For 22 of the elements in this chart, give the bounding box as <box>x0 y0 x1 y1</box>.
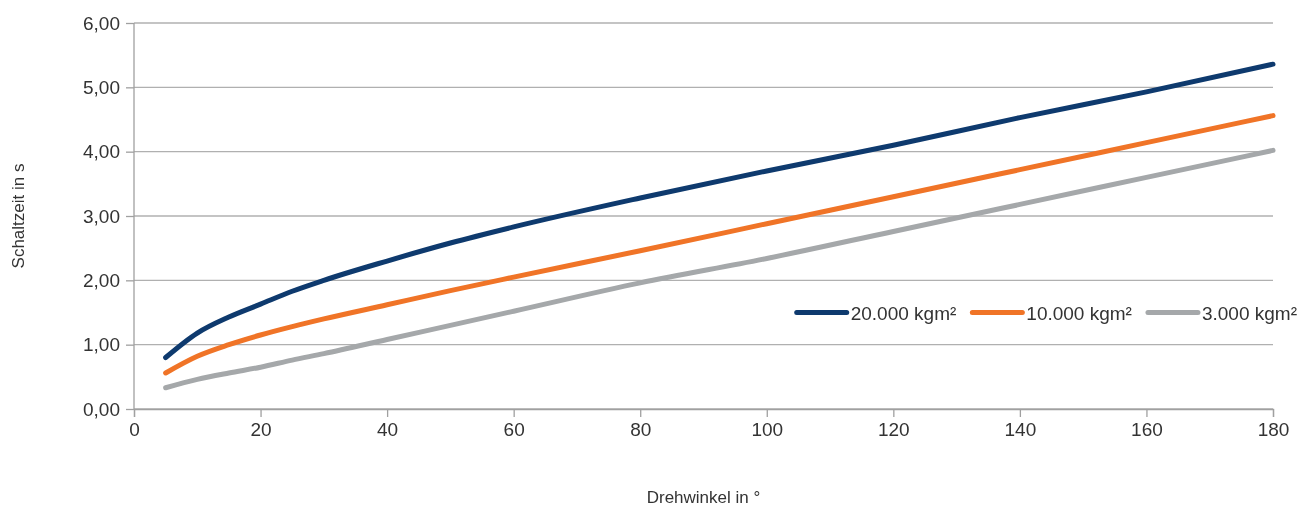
legend-label: 20.000 kgm² <box>850 302 957 324</box>
x-tick-label: 100 <box>751 419 784 441</box>
x-tick-label: 160 <box>1131 419 1163 441</box>
x-tick-label: 40 <box>377 419 399 441</box>
y-axis-title: Schaltzeit in s <box>9 163 28 269</box>
x-axis-title: Drehwinkel in ° <box>646 488 761 507</box>
x-tick-label: 20 <box>250 419 272 441</box>
x-tick-label: 0 <box>129 419 140 441</box>
legend-label: 10.000 kgm² <box>1026 302 1132 324</box>
y-tick-label: 1,00 <box>83 334 120 356</box>
legend-label: 3.000 kgm² <box>1201 302 1297 324</box>
x-tick-label: 180 <box>1257 419 1290 441</box>
y-tick-label: 2,00 <box>83 269 120 291</box>
y-tick-label: 0,00 <box>83 398 120 420</box>
y-tick-label: 6,00 <box>83 12 120 34</box>
y-tick-label: 4,00 <box>83 141 120 163</box>
x-tick-label: 120 <box>877 419 910 441</box>
x-tick-label: 60 <box>503 419 525 441</box>
y-tick-label: 3,00 <box>83 205 120 227</box>
x-tick-label: 80 <box>630 419 652 441</box>
x-tick-label: 140 <box>1004 419 1037 441</box>
y-tick-label: 5,00 <box>83 76 120 98</box>
